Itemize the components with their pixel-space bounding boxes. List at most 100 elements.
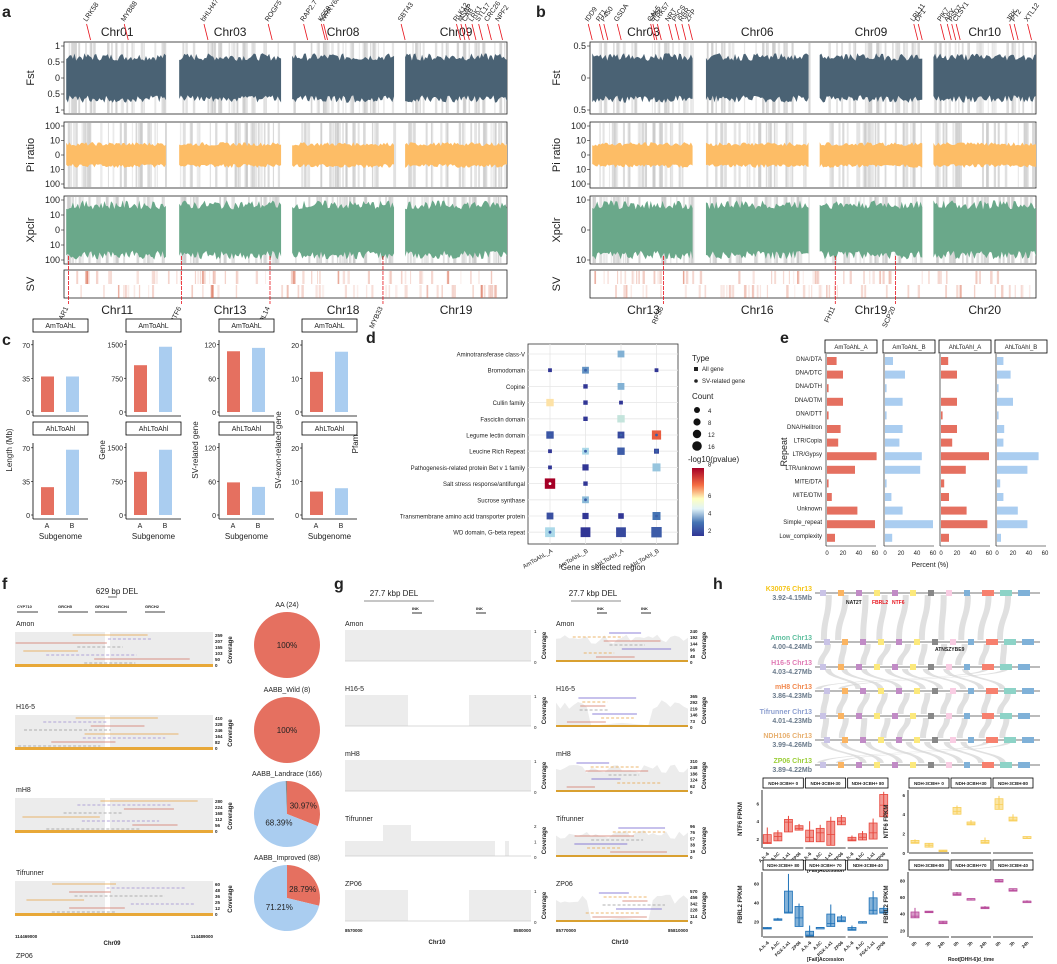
synteny-ribbon [922, 669, 967, 689]
sv-bar [959, 285, 962, 298]
x-tick-label: 3h [1008, 940, 1015, 947]
x-tick-label: 0h [994, 940, 1001, 947]
track-sample-label: Tifrunner [16, 870, 44, 877]
sv-bar [623, 285, 625, 298]
gene-block [892, 664, 898, 670]
point-all-gene [583, 384, 588, 389]
coverage-tick: 259 [215, 633, 223, 638]
y-tick-label: 20 [291, 343, 299, 350]
y-tick-label: Pathogenesis-related protein Bet v 1 fam… [411, 466, 525, 472]
bar [827, 370, 843, 379]
chromosome-label: Chr06 [741, 25, 774, 39]
bar [941, 438, 953, 447]
sv-bar [882, 271, 885, 284]
point-sv-gene [584, 449, 587, 453]
coverage-tick: 50 [215, 657, 221, 662]
x-axis-title: Subgenome [39, 532, 83, 541]
sv-bar [290, 271, 292, 284]
gene-marker-line [86, 23, 91, 41]
point-sv-gene [548, 433, 552, 437]
box [773, 832, 783, 842]
sv-bar [774, 271, 777, 284]
sv-bar [337, 271, 340, 284]
deletion-gap [105, 881, 110, 915]
x-tick-label: 40 [914, 551, 921, 557]
bar-A [41, 376, 54, 412]
coverage-area [345, 630, 531, 661]
x-tick-label: 0 [825, 551, 829, 557]
track-tick: 0.5 [47, 89, 60, 99]
x-tick-label: A [231, 523, 236, 530]
synteny-ribbon [920, 718, 929, 738]
synteny-ribbon [918, 644, 928, 665]
sv-bar [811, 285, 813, 298]
signal-fst-1 [705, 53, 809, 103]
colorbar-tick: 8 [708, 463, 712, 469]
sv-bar [747, 285, 750, 298]
synteny-ribbon [838, 669, 1009, 689]
coverage-label: Coverage [542, 826, 548, 854]
sv-bar [872, 271, 875, 284]
facet-strip-label: AhLToAhl [139, 426, 169, 433]
point-all-gene [548, 449, 552, 454]
x-tick-label: A.hC [854, 851, 865, 862]
sv-bar [365, 285, 368, 298]
gene-marker-line [203, 23, 209, 41]
sv-bar [405, 285, 408, 298]
coverage-label: Coverage [228, 802, 234, 830]
coverage-tick: 365 [690, 694, 698, 699]
bar [827, 357, 837, 365]
sv-bar [645, 285, 648, 298]
y-tick-label: 60 [754, 881, 760, 886]
gene-block [1018, 762, 1030, 768]
pie-slice [285, 781, 287, 814]
synteny-ribbon [955, 644, 968, 665]
sv-bar [133, 285, 136, 298]
y-tick-label: 0 [902, 851, 905, 856]
gene-annotation: ATNSZYBE9 [935, 647, 965, 653]
sv-bar [940, 271, 942, 284]
track-label: SV [25, 276, 37, 291]
synteny-ribbon [940, 693, 952, 714]
track-tick: 100 [45, 195, 60, 205]
coverage-tick: 292 [690, 700, 698, 705]
gene-block [838, 590, 844, 596]
gene-marker-line [320, 23, 326, 41]
y-tick-label: 80 [900, 878, 906, 883]
y-tick-label: Unknown [797, 507, 822, 513]
sv-bar [945, 271, 948, 284]
gene-block [982, 590, 994, 596]
gene-marker-line [917, 23, 923, 41]
gene-block [874, 762, 880, 768]
gene-block [986, 639, 998, 645]
x-tick-label: B [70, 523, 75, 530]
coverage-area [383, 825, 411, 841]
sv-bar [297, 285, 300, 298]
gene-block [1018, 664, 1030, 670]
bar-A [134, 365, 147, 412]
track-sample-label: H16-5 [16, 704, 35, 711]
point-all-gene [617, 447, 625, 455]
sv-bar [836, 285, 838, 298]
bar [941, 479, 945, 488]
sv-bar [211, 285, 214, 298]
read-pileup [556, 920, 688, 922]
x-tick-label: A [314, 523, 319, 530]
box [762, 834, 772, 844]
synteny-ribbon [956, 718, 968, 738]
y-tick-label: Low_complexity [779, 534, 822, 540]
pie-slice [287, 781, 320, 827]
coverage-area [556, 894, 688, 921]
x-tick-label: 20 [898, 551, 905, 557]
coverage-tick: 62 [690, 784, 696, 789]
legend-key-sv-gene [694, 379, 698, 383]
sv-bar [849, 271, 852, 284]
y-tick-label: 70 [22, 446, 30, 453]
sv-bar [286, 285, 289, 298]
gene-block [910, 713, 916, 719]
facet-strip-label: AmToAhL [45, 323, 75, 330]
gene-block [928, 713, 934, 719]
y-axis-title: NTF6 FPKM [884, 805, 890, 839]
track-label: Xpclr [25, 217, 37, 242]
synteny-ribbon [821, 742, 867, 763]
